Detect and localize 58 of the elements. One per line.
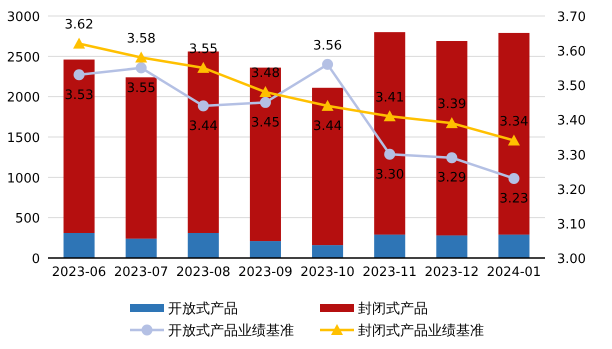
legend-label: 开放式产品: [168, 301, 238, 317]
bar: [498, 234, 530, 258]
y2-tick-label: 3.50: [557, 79, 586, 94]
point: [73, 38, 86, 49]
y-tick-label: 1000: [6, 171, 40, 186]
point: [135, 51, 148, 62]
x-tick-label: 2023-06: [52, 265, 106, 280]
bar: [436, 41, 468, 236]
point: [508, 172, 520, 184]
x-tick-label: 2023-08: [176, 265, 230, 280]
y-tick-label: 2000: [6, 90, 40, 106]
bar: [126, 238, 157, 258]
y2-tick-label: 3.10: [557, 217, 586, 232]
bar: [250, 241, 281, 258]
y2-tick-label: 3.00: [557, 252, 586, 267]
y-tick-label: 1500: [6, 131, 40, 146]
point: [508, 134, 520, 146]
y2-tick-label: 3.60: [557, 44, 586, 60]
y-tick-label: 500: [15, 212, 40, 227]
point: [384, 110, 396, 122]
y-tick-label: 2500: [6, 50, 40, 66]
x-tick-label: 2023-09: [238, 265, 293, 280]
bar: [250, 68, 281, 242]
legend-label: 封闭式产品: [358, 301, 428, 317]
bar: [374, 32, 406, 235]
point: [260, 96, 271, 108]
point: [136, 62, 147, 74]
point: [74, 69, 85, 80]
bar: [126, 77, 157, 239]
x-tick-label: 2024-01: [486, 265, 542, 280]
bar: [312, 245, 344, 258]
x-tick-label: 2023-10: [300, 265, 355, 280]
point: [384, 148, 396, 160]
bar: [498, 32, 530, 235]
bar: [64, 232, 95, 258]
x-tick-label: 2023-07: [114, 265, 168, 280]
bar: [188, 232, 219, 258]
y-tick-label: 0: [32, 252, 40, 267]
x-tick-label: 2023-11: [362, 265, 417, 280]
bar: [436, 235, 468, 258]
y2-tick-label: 3.20: [557, 182, 586, 198]
legend-label: 开放式产品业绩基准: [168, 323, 294, 339]
x-tick-label: 2023-12: [424, 265, 479, 280]
point: [197, 62, 210, 73]
point: [446, 117, 458, 128]
y2-tick-label: 3.30: [557, 148, 586, 164]
point: [322, 58, 334, 70]
point: [446, 152, 458, 164]
point: [198, 100, 209, 112]
y2-tick-label: 3.70: [557, 10, 586, 25]
y2-tick-label: 3.40: [557, 114, 586, 129]
y-tick-label: 3000: [6, 10, 40, 25]
point: [322, 100, 334, 111]
point: [259, 86, 272, 98]
bar: [312, 88, 344, 246]
legend-label: 封闭式产品业绩基准: [358, 323, 484, 339]
bar: [64, 60, 95, 233]
bar: [374, 234, 406, 258]
